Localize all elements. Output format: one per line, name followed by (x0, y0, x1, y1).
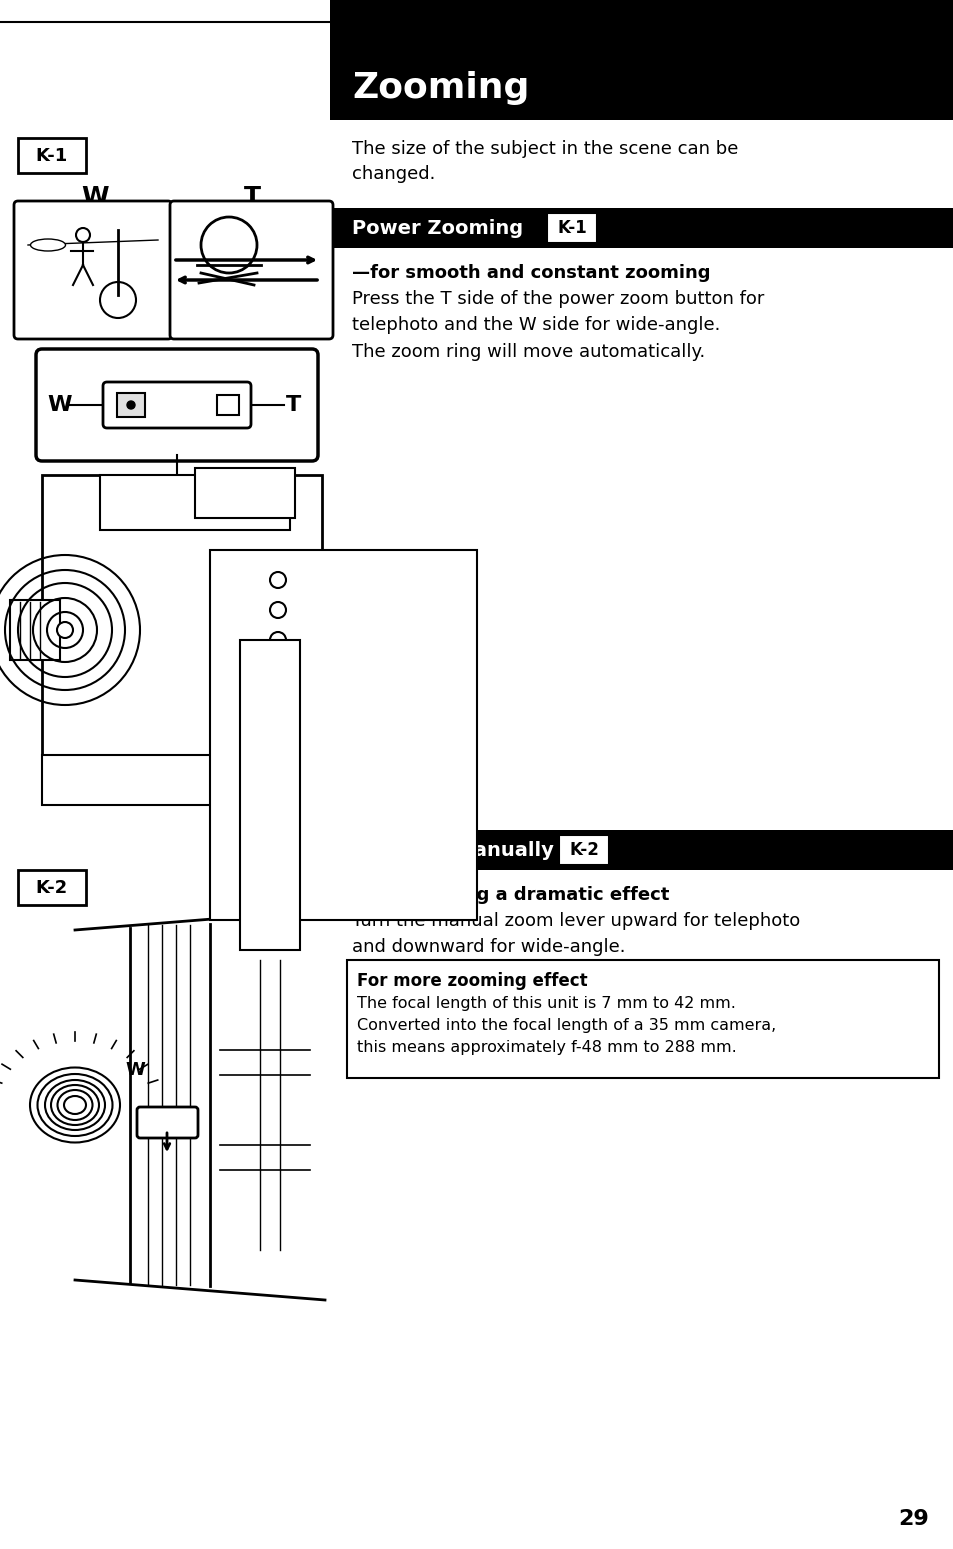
FancyBboxPatch shape (14, 201, 172, 339)
Text: K-1: K-1 (557, 218, 586, 237)
Bar (18, 138, 86, 173)
Bar (546, 214, 597, 243)
FancyBboxPatch shape (137, 1108, 198, 1139)
Text: K-1: K-1 (36, 147, 68, 164)
Text: W: W (125, 1061, 145, 1080)
Text: Power Zooming: Power Zooming (352, 218, 522, 237)
FancyBboxPatch shape (36, 349, 317, 462)
FancyBboxPatch shape (170, 201, 333, 339)
Circle shape (127, 401, 135, 409)
Bar (42, 476, 322, 785)
Bar (240, 640, 299, 950)
Ellipse shape (51, 1084, 99, 1125)
Text: W: W (81, 184, 109, 209)
Text: —for creating a dramatic effect: —for creating a dramatic effect (352, 886, 669, 905)
Text: T: T (286, 395, 301, 415)
Text: For more zooming effect: For more zooming effect (356, 973, 587, 990)
Text: Turn the manual zoom lever upward for telephoto
and downward for wide-angle.: Turn the manual zoom lever upward for te… (352, 912, 800, 956)
Bar (10, 599, 60, 660)
Ellipse shape (30, 1067, 120, 1143)
Text: Zooming Manually: Zooming Manually (352, 841, 554, 860)
FancyBboxPatch shape (103, 383, 251, 428)
Ellipse shape (45, 1080, 105, 1131)
Text: Press the T side of the power zoom button for
telephoto and the W side for wide-: Press the T side of the power zoom butto… (352, 290, 763, 361)
Text: —for smooth and constant zooming: —for smooth and constant zooming (352, 263, 710, 282)
Bar (100, 476, 290, 530)
Bar (216, 395, 239, 415)
Ellipse shape (64, 1097, 86, 1114)
Text: 29: 29 (898, 1509, 928, 1529)
Bar (330, 0, 953, 119)
Bar (42, 754, 282, 805)
Bar (194, 468, 294, 517)
Ellipse shape (30, 239, 66, 251)
Ellipse shape (57, 1090, 92, 1120)
Bar (18, 871, 86, 905)
Ellipse shape (37, 1073, 112, 1135)
Bar (347, 960, 938, 1078)
Bar (117, 393, 145, 417)
Text: K-2: K-2 (569, 841, 598, 860)
Circle shape (270, 603, 286, 618)
Text: Zooming: Zooming (352, 71, 529, 105)
Bar (330, 208, 953, 248)
Text: T: T (243, 184, 260, 209)
Bar (558, 835, 608, 864)
Text: W: W (48, 395, 72, 415)
Text: K-2: K-2 (36, 878, 68, 897)
Text: The focal length of this unit is 7 mm to 42 mm.
Converted into the focal length : The focal length of this unit is 7 mm to… (356, 996, 776, 1055)
Circle shape (270, 572, 286, 589)
Circle shape (57, 623, 73, 638)
Circle shape (270, 632, 286, 647)
Bar (210, 550, 476, 920)
Text: The size of the subject in the scene can be
changed.: The size of the subject in the scene can… (352, 139, 738, 183)
FancyBboxPatch shape (254, 555, 325, 685)
Bar (330, 830, 953, 871)
